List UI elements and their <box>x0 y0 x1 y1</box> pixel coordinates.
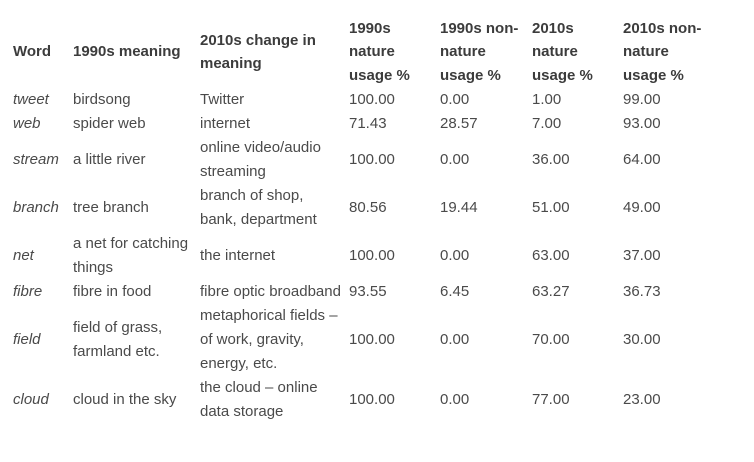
nature-1990s-cell: 100.00 <box>349 331 395 348</box>
table-row: tweet birdsong Twitter 100.00 0.00 1.00 … <box>7 88 709 112</box>
change-2010s-cell: metaphorical fields – of work, gravity, … <box>200 307 338 372</box>
non-nature-2010s-cell: 37.00 <box>623 247 661 264</box>
header-2010s-nature: 2010s nature usage % <box>532 19 593 84</box>
change-2010s-cell: online video/audio streaming <box>200 139 321 180</box>
header-1990s-non-nature: 1990s non-nature usage % <box>440 19 519 84</box>
nature-1990s-cell: 93.55 <box>349 283 387 300</box>
table-row: branch tree branch branch of shop, bank,… <box>7 184 709 232</box>
header-1990s-meaning: 1990s meaning <box>73 43 181 61</box>
non-nature-1990s-cell: 0.00 <box>440 331 470 348</box>
non-nature-1990s-cell: 28.57 <box>440 115 478 132</box>
meaning-1990s-cell: a net for catching things <box>73 235 189 276</box>
non-nature-2010s-cell: 99.00 <box>623 91 661 108</box>
meaning-1990s-cell: a little river <box>73 151 146 168</box>
non-nature-1990s-cell: 19.44 <box>440 199 478 216</box>
nature-1990s-cell: 71.43 <box>349 115 387 132</box>
nature-1990s-cell: 100.00 <box>349 391 395 408</box>
non-nature-1990s-cell: 0.00 <box>440 91 470 108</box>
non-nature-1990s-cell: 0.00 <box>440 247 470 264</box>
non-nature-2010s-cell: 23.00 <box>623 391 661 408</box>
header-2010s-change: 2010s change in meaning <box>200 31 316 73</box>
nature-2010s-cell: 7.00 <box>532 115 562 132</box>
meaning-1990s-cell: spider web <box>73 115 146 132</box>
table-row: field field of grass, farmland etc. meta… <box>7 304 709 376</box>
change-2010s-cell: the internet <box>200 247 276 264</box>
nature-2010s-cell: 77.00 <box>532 391 570 408</box>
nature-1990s-cell: 100.00 <box>349 247 395 264</box>
meaning-1990s-cell: birdsong <box>73 91 131 108</box>
change-2010s-cell: internet <box>200 115 251 132</box>
table-row: stream a little river online video/audio… <box>7 136 709 184</box>
word-cell: field <box>13 331 41 348</box>
nature-2010s-cell: 63.27 <box>532 283 570 300</box>
nature-1990s-cell: 100.00 <box>349 151 395 168</box>
non-nature-2010s-cell: 36.73 <box>623 283 661 300</box>
word-cell: stream <box>13 151 59 168</box>
non-nature-1990s-cell: 0.00 <box>440 391 470 408</box>
meaning-1990s-cell: cloud in the sky <box>73 391 177 408</box>
non-nature-2010s-cell: 64.00 <box>623 151 661 168</box>
word-cell: web <box>13 115 41 132</box>
nature-2010s-cell: 70.00 <box>532 331 570 348</box>
nature-1990s-cell: 100.00 <box>349 91 395 108</box>
change-2010s-cell: fibre optic broadband <box>200 283 341 300</box>
table-row: web spider web internet 71.43 28.57 7.00… <box>7 112 709 136</box>
change-2010s-cell: the cloud – online data storage <box>200 379 318 420</box>
non-nature-1990s-cell: 6.45 <box>440 283 470 300</box>
table-row: net a net for catching things the intern… <box>7 232 709 280</box>
change-2010s-cell: branch of shop, bank, department <box>200 187 317 228</box>
meaning-1990s-cell: tree branch <box>73 199 149 216</box>
word-cell: cloud <box>13 391 49 408</box>
change-2010s-cell: Twitter <box>200 91 245 108</box>
word-cell: net <box>13 247 34 264</box>
meaning-1990s-cell: field of grass, farmland etc. <box>73 319 163 360</box>
nature-2010s-cell: 51.00 <box>532 199 570 216</box>
word-meaning-table: Word 1990s meaning 2010s change in meani… <box>7 16 709 424</box>
non-nature-2010s-cell: 93.00 <box>623 115 661 132</box>
table-header-row: Word 1990s meaning 2010s change in meani… <box>7 16 709 88</box>
nature-2010s-cell: 1.00 <box>532 91 562 108</box>
header-1990s-nature: 1990s nature usage % <box>349 19 410 84</box>
table-row: fibre fibre in food fibre optic broadban… <box>7 280 709 304</box>
table-container: Word 1990s meaning 2010s change in meani… <box>7 16 709 424</box>
table-row: cloud cloud in the sky the cloud – onlin… <box>7 376 709 424</box>
word-cell: tweet <box>13 91 49 108</box>
word-cell: branch <box>13 199 59 216</box>
meaning-1990s-cell: fibre in food <box>73 283 152 300</box>
header-2010s-non-nature: 2010s non-nature usage % <box>623 19 702 84</box>
non-nature-1990s-cell: 0.00 <box>440 151 470 168</box>
word-cell: fibre <box>13 283 43 300</box>
nature-1990s-cell: 80.56 <box>349 199 387 216</box>
nature-2010s-cell: 63.00 <box>532 247 570 264</box>
nature-2010s-cell: 36.00 <box>532 151 570 168</box>
non-nature-2010s-cell: 30.00 <box>623 331 661 348</box>
header-word: Word <box>13 43 52 61</box>
non-nature-2010s-cell: 49.00 <box>623 199 661 216</box>
